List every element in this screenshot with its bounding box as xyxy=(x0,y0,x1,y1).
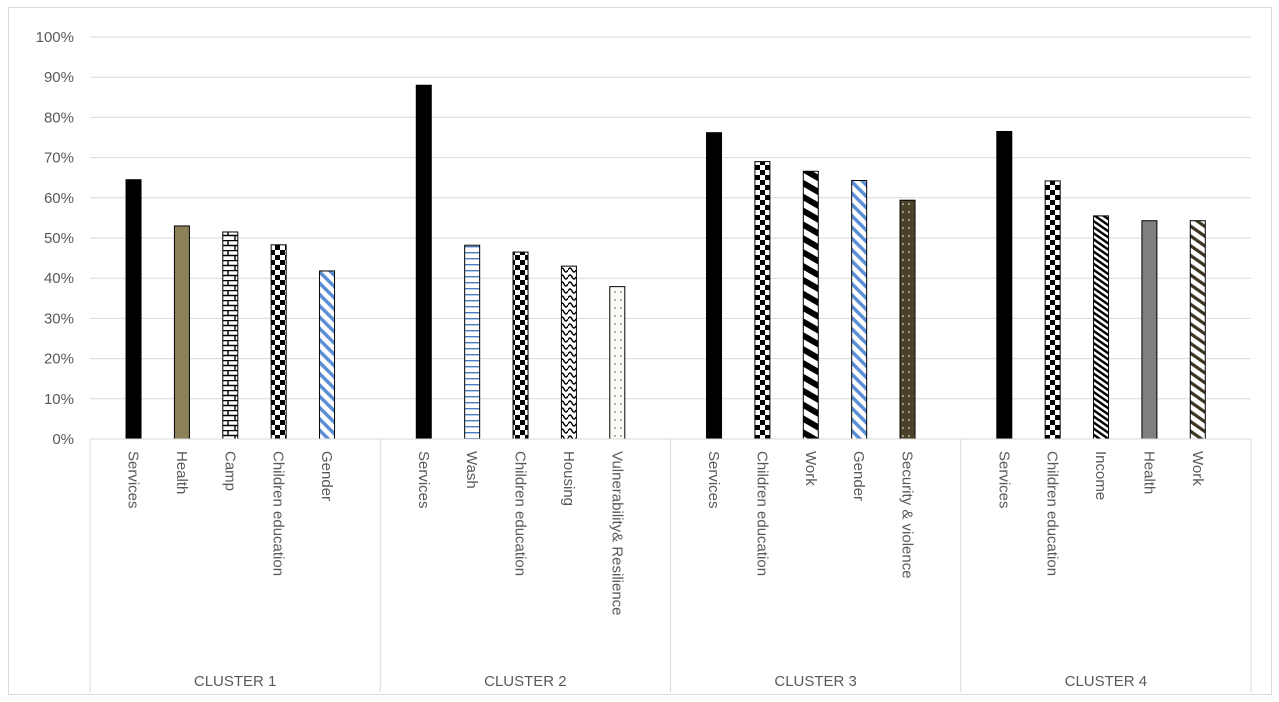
bar xyxy=(270,244,287,440)
bar xyxy=(609,286,626,440)
bar xyxy=(415,84,432,440)
bar xyxy=(1189,220,1206,440)
x-category-label: Camp xyxy=(221,451,238,491)
bar xyxy=(899,199,916,440)
x-category-label: Gender xyxy=(318,451,335,501)
gridlines xyxy=(90,36,1251,440)
bar xyxy=(173,225,190,440)
bar xyxy=(125,179,142,440)
x-category-label: Children education xyxy=(512,451,529,576)
bar xyxy=(560,265,577,440)
cluster-label: CLUSTER 1 xyxy=(194,673,277,690)
bars xyxy=(125,84,1206,440)
x-category-label: Gender xyxy=(850,451,867,501)
y-tick-label: 60% xyxy=(44,190,74,207)
cluster-label: CLUSTER 4 xyxy=(1065,673,1148,690)
y-tick-label: 0% xyxy=(52,431,74,448)
x-category-label: Services xyxy=(995,451,1012,509)
x-category-label: Services xyxy=(705,451,722,509)
chart-frame xyxy=(8,7,1272,695)
x-category-label: Wash xyxy=(463,451,480,489)
bar xyxy=(706,132,723,440)
y-tick-label: 40% xyxy=(44,270,74,287)
y-tick-label: 30% xyxy=(44,310,74,327)
bar xyxy=(512,251,529,440)
x-category-label: Children education xyxy=(270,451,287,576)
bar xyxy=(802,170,819,440)
x-category-label: Housing xyxy=(560,451,577,506)
y-axis-ticks: 0% 10% 20% 30% 40% 50% 60% 70% 80% 90% 100% xyxy=(36,29,74,448)
y-tick-label: 20% xyxy=(44,351,74,368)
bar xyxy=(851,180,868,440)
x-category-label: Health xyxy=(1140,451,1157,494)
cluster-label: CLUSTER 2 xyxy=(484,673,567,690)
bar xyxy=(1093,215,1110,440)
bar xyxy=(996,130,1013,440)
y-tick-label: 70% xyxy=(44,150,74,167)
bar xyxy=(319,270,336,440)
y-tick-label: 100% xyxy=(36,29,74,46)
y-tick-label: 10% xyxy=(44,391,74,408)
bar xyxy=(464,244,481,440)
x-category-label: Work xyxy=(1189,451,1206,486)
bar xyxy=(754,161,771,440)
bar xyxy=(222,231,239,440)
y-tick-label: 80% xyxy=(44,109,74,126)
x-category-label: Income xyxy=(1092,451,1109,500)
x-category-label: Children education xyxy=(1044,451,1061,576)
cluster-label: CLUSTER 3 xyxy=(774,673,857,690)
x-category-label: Vulnerability& Resilience xyxy=(608,451,625,616)
x-category-label: Security & violence xyxy=(899,451,916,579)
y-tick-label: 50% xyxy=(44,230,74,247)
bar xyxy=(1141,220,1158,440)
x-axis: Services Health Camp Children education Gend… xyxy=(89,438,1252,692)
x-category-label: Children education xyxy=(753,451,770,576)
x-category-label: Work xyxy=(802,451,819,486)
y-tick-label: 90% xyxy=(44,69,74,86)
x-category-label: Services xyxy=(125,451,142,509)
x-category-label: Services xyxy=(415,451,432,509)
bar xyxy=(1044,180,1061,440)
x-category-label: Health xyxy=(173,451,190,494)
